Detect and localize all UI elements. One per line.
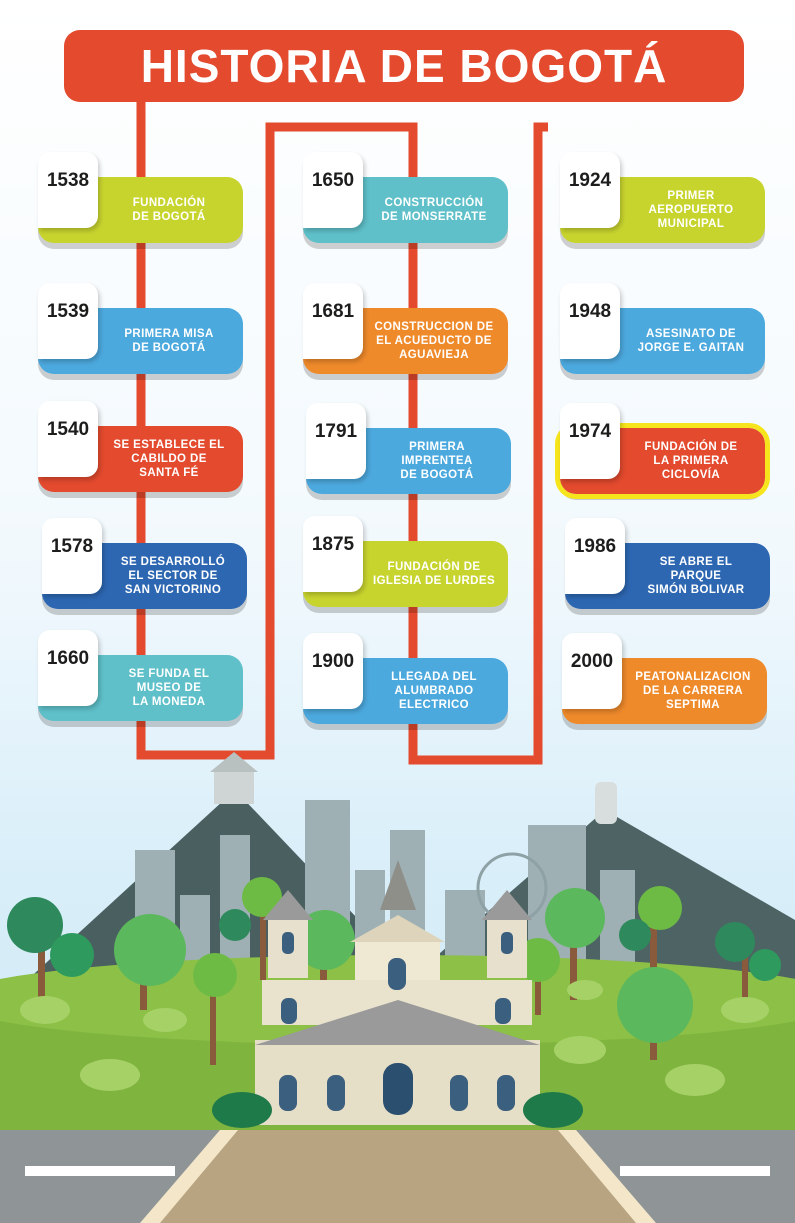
event-description: CONSTRUCCION DE EL ACUEDUCTO DE AGUAVIEJ…	[374, 321, 494, 361]
event-year: 1538	[46, 170, 90, 191]
timeline-event: 1538 FUNDACIÓN DE BOGOTÁ	[38, 152, 243, 247]
church-bush-left	[212, 1092, 272, 1128]
event-description: PRIMER AEROPUERTO MUNICIPAL	[648, 190, 734, 230]
plaza-walkway	[144, 1130, 652, 1223]
event-year: 1875	[311, 534, 355, 555]
event-year-tab	[38, 401, 98, 477]
timeline-event: 1948 ASESINATO DE JORGE E. GAITAN	[560, 283, 765, 378]
event-year: 1791	[314, 421, 358, 442]
trees	[7, 877, 781, 1065]
event-description: FUNDACIÓN DE LA PRIMERA CICLOVÍA	[644, 441, 738, 481]
event-year: 1948	[568, 301, 612, 322]
event-year-tab	[38, 283, 98, 359]
hill-chapel	[214, 770, 254, 804]
timeline-event: 1986 SE ABRE EL PARQUE SIMÓN BOLIVAR	[565, 518, 770, 613]
timeline-event: 1650 CONSTRUCCIÓN DE MONSERRATE	[303, 152, 508, 247]
event-description: PRIMERA MISA DE BOGOTÁ	[124, 328, 214, 354]
event-description: LLEGADA DEL ALUMBRADO ELECTRICO	[391, 671, 477, 711]
event-description: CONSTRUCCIÓN DE MONSERRATE	[381, 197, 487, 223]
timeline-event: 1875 FUNDACIÓN DE IGLESIA DE LURDES	[303, 516, 508, 611]
event-year-tab	[560, 283, 620, 359]
event-year: 1660	[46, 648, 90, 669]
timeline-event: 1924 PRIMER AEROPUERTO MUNICIPAL	[560, 152, 765, 247]
page-title: HISTORIA DE BOGOTÁ	[64, 30, 744, 102]
event-year: 2000	[570, 651, 614, 672]
event-description: FUNDACIÓN DE BOGOTÁ	[132, 197, 206, 223]
timeline-event: 1974 FUNDACIÓN DE LA PRIMERA CICLOVÍA	[555, 403, 770, 499]
timeline-event: 1540 SE ESTABLECE EL CABILDO DE SANTA FÉ	[38, 401, 243, 496]
event-year: 1986	[573, 536, 617, 557]
event-year-tab	[303, 152, 363, 228]
event-year-tab	[306, 403, 366, 479]
event-description: PEATONALIZACION DE LA CARRERA SEPTIMA	[635, 671, 751, 711]
event-year-tab	[303, 516, 363, 592]
road-marking-right	[620, 1166, 770, 1176]
event-description: SE ESTABLECE EL CABILDO DE SANTA FÉ	[113, 439, 225, 479]
timeline-line	[136, 100, 548, 765]
road-marking-left	[25, 1166, 175, 1176]
event-year-tab	[38, 630, 98, 706]
church	[255, 860, 540, 1125]
event-year: 1539	[46, 301, 90, 322]
timeline-event: 1791 PRIMERA IMPRENTEA DE BOGOTÁ	[306, 403, 511, 498]
event-year: 1540	[46, 419, 90, 440]
event-description: PRIMERA IMPRENTEA DE BOGOTÁ	[400, 441, 474, 481]
event-year: 1900	[311, 651, 355, 672]
event-year-tab	[562, 633, 622, 709]
hill-statue	[595, 782, 617, 824]
event-year-tab	[303, 633, 363, 709]
walkway-edge-right	[558, 1130, 656, 1223]
event-description: SE DESARROLLÓ EL SECTOR DE SAN VICTORINO	[120, 556, 226, 596]
event-year-tab	[560, 403, 620, 479]
hill-chapel-roof	[210, 752, 258, 772]
event-year: 1578	[50, 536, 94, 557]
timeline-event: 2000 PEATONALIZACION DE LA CARRERA SEPTI…	[562, 633, 767, 728]
event-year: 1650	[311, 170, 355, 191]
event-description: SE ABRE EL PARQUE SIMÓN BOLIVAR	[647, 556, 745, 596]
event-year: 1681	[311, 301, 355, 322]
event-description: ASESINATO DE JORGE E. GAITAN	[637, 328, 745, 354]
event-description: FUNDACIÓN DE IGLESIA DE LURDES	[372, 561, 496, 587]
event-description: SE FUNDA EL MUSEO DE LA MONEDA	[128, 668, 210, 708]
timeline-event: 1681 CONSTRUCCION DE EL ACUEDUCTO DE AGU…	[303, 283, 508, 378]
timeline-event: 1539 PRIMERA MISA DE BOGOTÁ	[38, 283, 243, 378]
timeline-event: 1900 LLEGADA DEL ALUMBRADO ELECTRICO	[303, 633, 508, 728]
bushes	[20, 980, 769, 1096]
event-year: 1974	[568, 421, 612, 442]
timeline-event: 1578 SE DESARROLLÓ EL SECTOR DE SAN VICT…	[42, 518, 247, 613]
event-year: 1924	[568, 170, 612, 191]
church-bush-right	[523, 1092, 583, 1128]
event-year-tab	[565, 518, 625, 594]
timeline-event: 1660 SE FUNDA EL MUSEO DE LA MONEDA	[38, 630, 243, 725]
walkway-edge-left	[140, 1130, 238, 1223]
event-year-tab	[42, 518, 102, 594]
event-year-tab	[560, 152, 620, 228]
event-year-tab	[303, 283, 363, 359]
event-year-tab	[38, 152, 98, 228]
